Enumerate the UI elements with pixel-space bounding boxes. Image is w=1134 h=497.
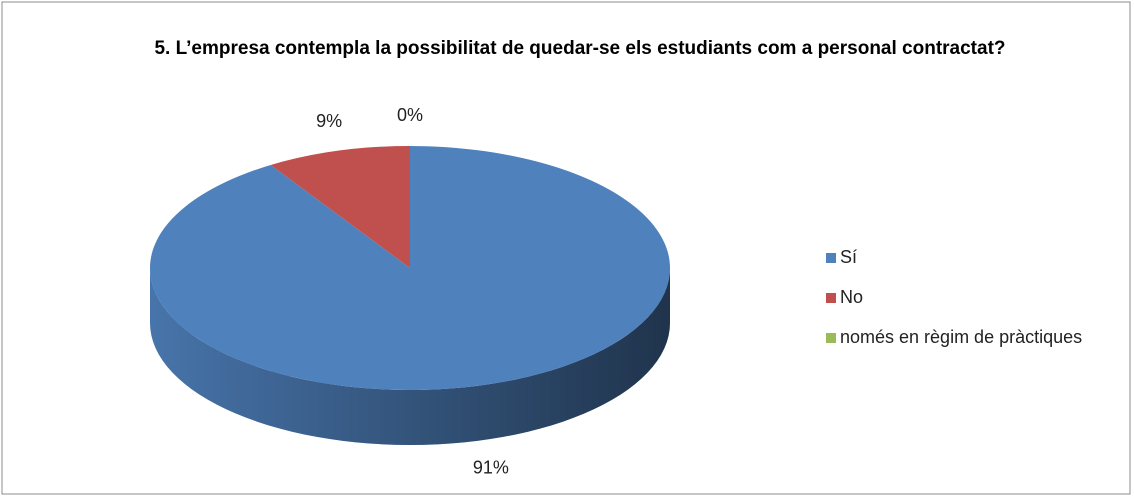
chart-title: 5. L’empresa contempla la possibilitat d… bbox=[154, 38, 1006, 59]
legend-label: No bbox=[840, 287, 863, 307]
data-label: 9% bbox=[316, 111, 342, 131]
legend-swatch bbox=[826, 293, 836, 303]
pie-slice bbox=[149, 146, 670, 390]
legend-swatch bbox=[826, 253, 836, 263]
legend-swatch bbox=[826, 333, 836, 343]
legend-label: només en règim de pràctiques bbox=[840, 327, 1082, 347]
data-label: 91% bbox=[473, 458, 509, 478]
data-label: 0% bbox=[397, 105, 423, 125]
pie-side-shade bbox=[150, 268, 670, 445]
legend-label: Sí bbox=[840, 247, 857, 267]
pie-slice bbox=[270, 146, 410, 268]
